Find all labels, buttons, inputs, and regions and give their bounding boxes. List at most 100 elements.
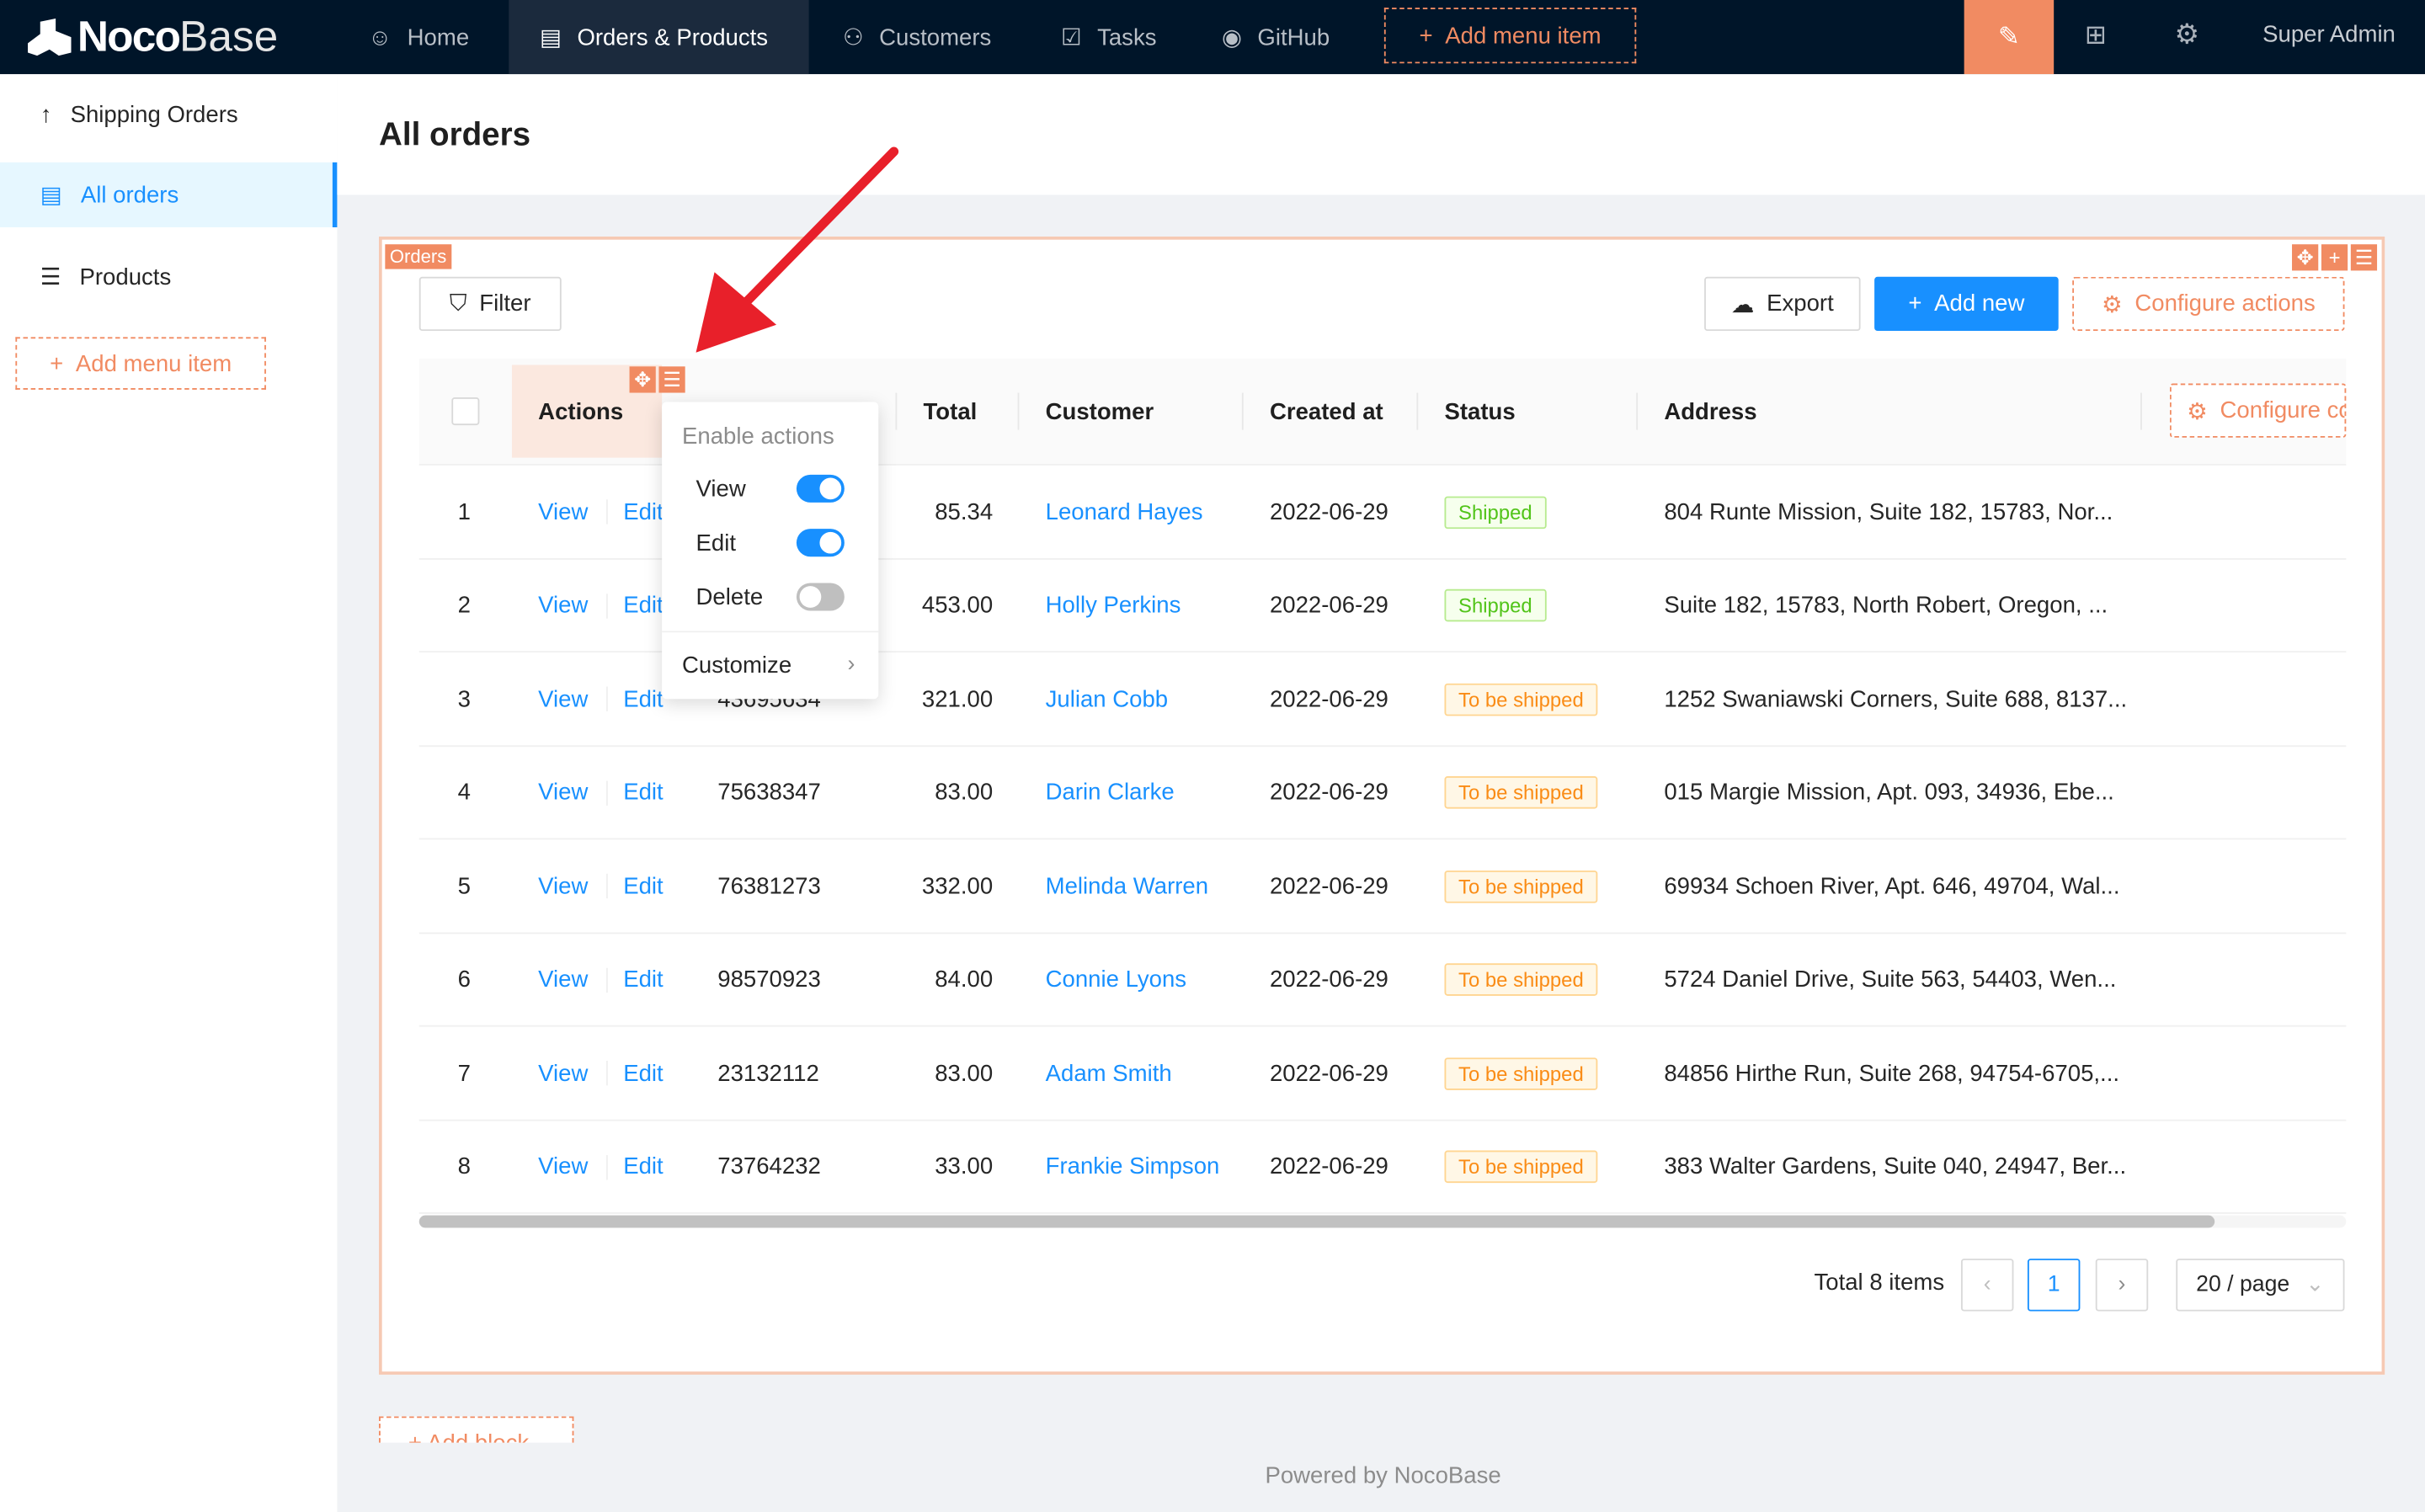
drag-icon[interactable]: ✥ [629, 366, 656, 393]
column-total[interactable]: Total [923, 397, 978, 425]
gear-icon[interactable]: ⚙ [2174, 19, 2200, 50]
export-button[interactable]: ☁ Export [1704, 276, 1861, 332]
total: 85.34 [935, 498, 994, 525]
total: 332.00 [921, 872, 994, 900]
nav-github[interactable]: ◉ GitHub [1222, 0, 1330, 74]
view-link[interactable]: View [538, 966, 589, 993]
add-menu-item-button[interactable]: + Add menu item [1383, 8, 1637, 64]
add-icon[interactable]: + [2321, 244, 2348, 271]
add-block-button[interactable]: + Add block [378, 1416, 574, 1443]
divider [1636, 392, 1639, 430]
red-arrow-annotation [696, 146, 899, 353]
sidebar-add-menu-item-button[interactable]: + Add menu item [15, 337, 266, 390]
view-toggle[interactable] [796, 474, 845, 503]
github-icon: ◉ [1222, 24, 1243, 51]
ui-editor-highlighter-icon[interactable]: ✎ [1964, 0, 2055, 75]
table-row: 8 View Edit 73764232 33.00 Frankie Simps… [418, 1121, 2347, 1214]
drag-icon[interactable]: ✥ [2292, 244, 2319, 271]
select-all-checkbox[interactable] [451, 397, 480, 426]
nav-customers[interactable]: ⚇ Customers [843, 0, 991, 74]
customize-menu-item[interactable]: Customize [681, 652, 792, 679]
customer-link[interactable]: Connie Lyons [1045, 966, 1187, 993]
nav-label: Home [407, 24, 470, 51]
label: Export [1767, 290, 1834, 317]
view-link[interactable]: View [538, 1153, 589, 1180]
edit-link[interactable]: Edit [623, 1153, 664, 1180]
edit-toggle[interactable] [796, 529, 845, 557]
address: 5724 Daniel Drive, Suite 563, 54403, Wen… [1664, 966, 2117, 993]
edit-link[interactable]: Edit [623, 966, 664, 993]
view-link[interactable]: View [538, 779, 589, 806]
nav-tasks[interactable]: ☑ Tasks [1061, 0, 1157, 74]
status-badge: To be shipped [1444, 1057, 1598, 1089]
table-row: 5 View Edit 76381273 332.00 Melinda Warr… [418, 839, 2347, 934]
total: 453.00 [921, 592, 994, 619]
label: Configure columns [2220, 397, 2345, 424]
menu-icon[interactable]: ☰ [2350, 244, 2378, 271]
file-icon: ▤ [540, 24, 562, 51]
view-link[interactable]: View [538, 498, 589, 525]
edit-link[interactable]: Edit [623, 685, 664, 712]
column-customer[interactable]: Customer [1045, 397, 1154, 425]
sidebar-item-shipping-orders[interactable]: ↑ Shipping Orders [0, 82, 337, 146]
popup-item-view[interactable]: View [696, 476, 746, 503]
menu-icon[interactable]: ☰ [658, 366, 685, 393]
divider [895, 392, 898, 430]
block-toolbar: ✥ + ☰ [2292, 244, 2378, 271]
popup-item-edit[interactable]: Edit [696, 530, 737, 557]
label: Configure actions [2135, 290, 2316, 317]
view-link[interactable]: View [538, 1060, 589, 1087]
column-status[interactable]: Status [1444, 397, 1516, 425]
page-size-select[interactable]: 20 / page ⌄ [2176, 1259, 2345, 1312]
view-link[interactable]: View [538, 685, 589, 712]
edit-link[interactable]: Edit [623, 779, 664, 806]
next-page-button[interactable]: › [2095, 1259, 2149, 1312]
view-link[interactable]: View [538, 872, 589, 900]
customer-link[interactable]: Frankie Simpson [1045, 1153, 1220, 1180]
horizontal-scrollbar[interactable] [418, 1215, 2347, 1228]
edit-link[interactable]: Edit [623, 872, 664, 900]
divider [605, 1060, 608, 1086]
customer-link[interactable]: Leonard Hayes [1045, 498, 1203, 525]
row-number: 2 [457, 592, 471, 619]
label: Add new [1934, 290, 2025, 317]
customer-link[interactable]: Adam Smith [1045, 1060, 1172, 1087]
logo[interactable]: Noco Base [24, 13, 278, 62]
edit-link[interactable]: Edit [623, 1060, 664, 1087]
delete-toggle[interactable] [796, 583, 845, 611]
created-at: 2022-06-29 [1269, 498, 1388, 525]
nav-orders-products[interactable]: ▤ Orders & Products [509, 0, 809, 75]
plugin-manager-icon[interactable]: ⊞ [2084, 19, 2108, 50]
sidebar-item-products[interactable]: ☰ Products [0, 244, 337, 309]
filter-button[interactable]: ⛉ Filter [418, 276, 562, 332]
add-new-button[interactable]: + Add new [1874, 276, 2059, 332]
divider [605, 873, 608, 899]
address: 015 Margie Mission, Apt. 093, 34936, Ebe… [1664, 779, 2114, 806]
label: Filter [479, 290, 531, 317]
customer-link[interactable]: Julian Cobb [1045, 685, 1169, 712]
view-link[interactable]: View [538, 592, 589, 619]
prev-page-button[interactable]: ‹ [1960, 1259, 2014, 1312]
customer-link[interactable]: Holly Perkins [1045, 592, 1181, 619]
customer-link[interactable]: Melinda Warren [1045, 872, 1209, 900]
column-actions[interactable]: Actions [538, 397, 624, 425]
edit-link[interactable]: Edit [623, 498, 664, 525]
column-created-at[interactable]: Created at [1269, 397, 1383, 425]
column-address[interactable]: Address [1664, 397, 1757, 425]
popup-item-delete[interactable]: Delete [696, 584, 764, 611]
nav-home[interactable]: ☺ Home [368, 0, 469, 74]
created-at: 2022-06-29 [1269, 779, 1388, 806]
divider [1416, 392, 1419, 430]
scrollbar-thumb[interactable] [418, 1215, 2215, 1228]
edit-link[interactable]: Edit [623, 592, 664, 619]
chevron-right-icon: › [847, 652, 855, 678]
configure-actions-button[interactable]: ⚙ Configure actions [2072, 276, 2345, 332]
sidebar-item-all-orders[interactable]: ▤ All orders [0, 162, 338, 227]
user-menu[interactable]: Super Admin [2262, 21, 2396, 48]
customer-link[interactable]: Darin Clarke [1045, 779, 1175, 806]
page-1-button[interactable]: 1 [2027, 1259, 2081, 1312]
divider [605, 499, 608, 524]
configure-columns-button[interactable]: ⚙ Configure columns [2169, 383, 2347, 438]
check-square-icon: ☑ [1060, 24, 1082, 51]
top-nav: Noco Base ☺ Home ▤ Orders & Products ⚇ Custo… [0, 0, 2425, 75]
